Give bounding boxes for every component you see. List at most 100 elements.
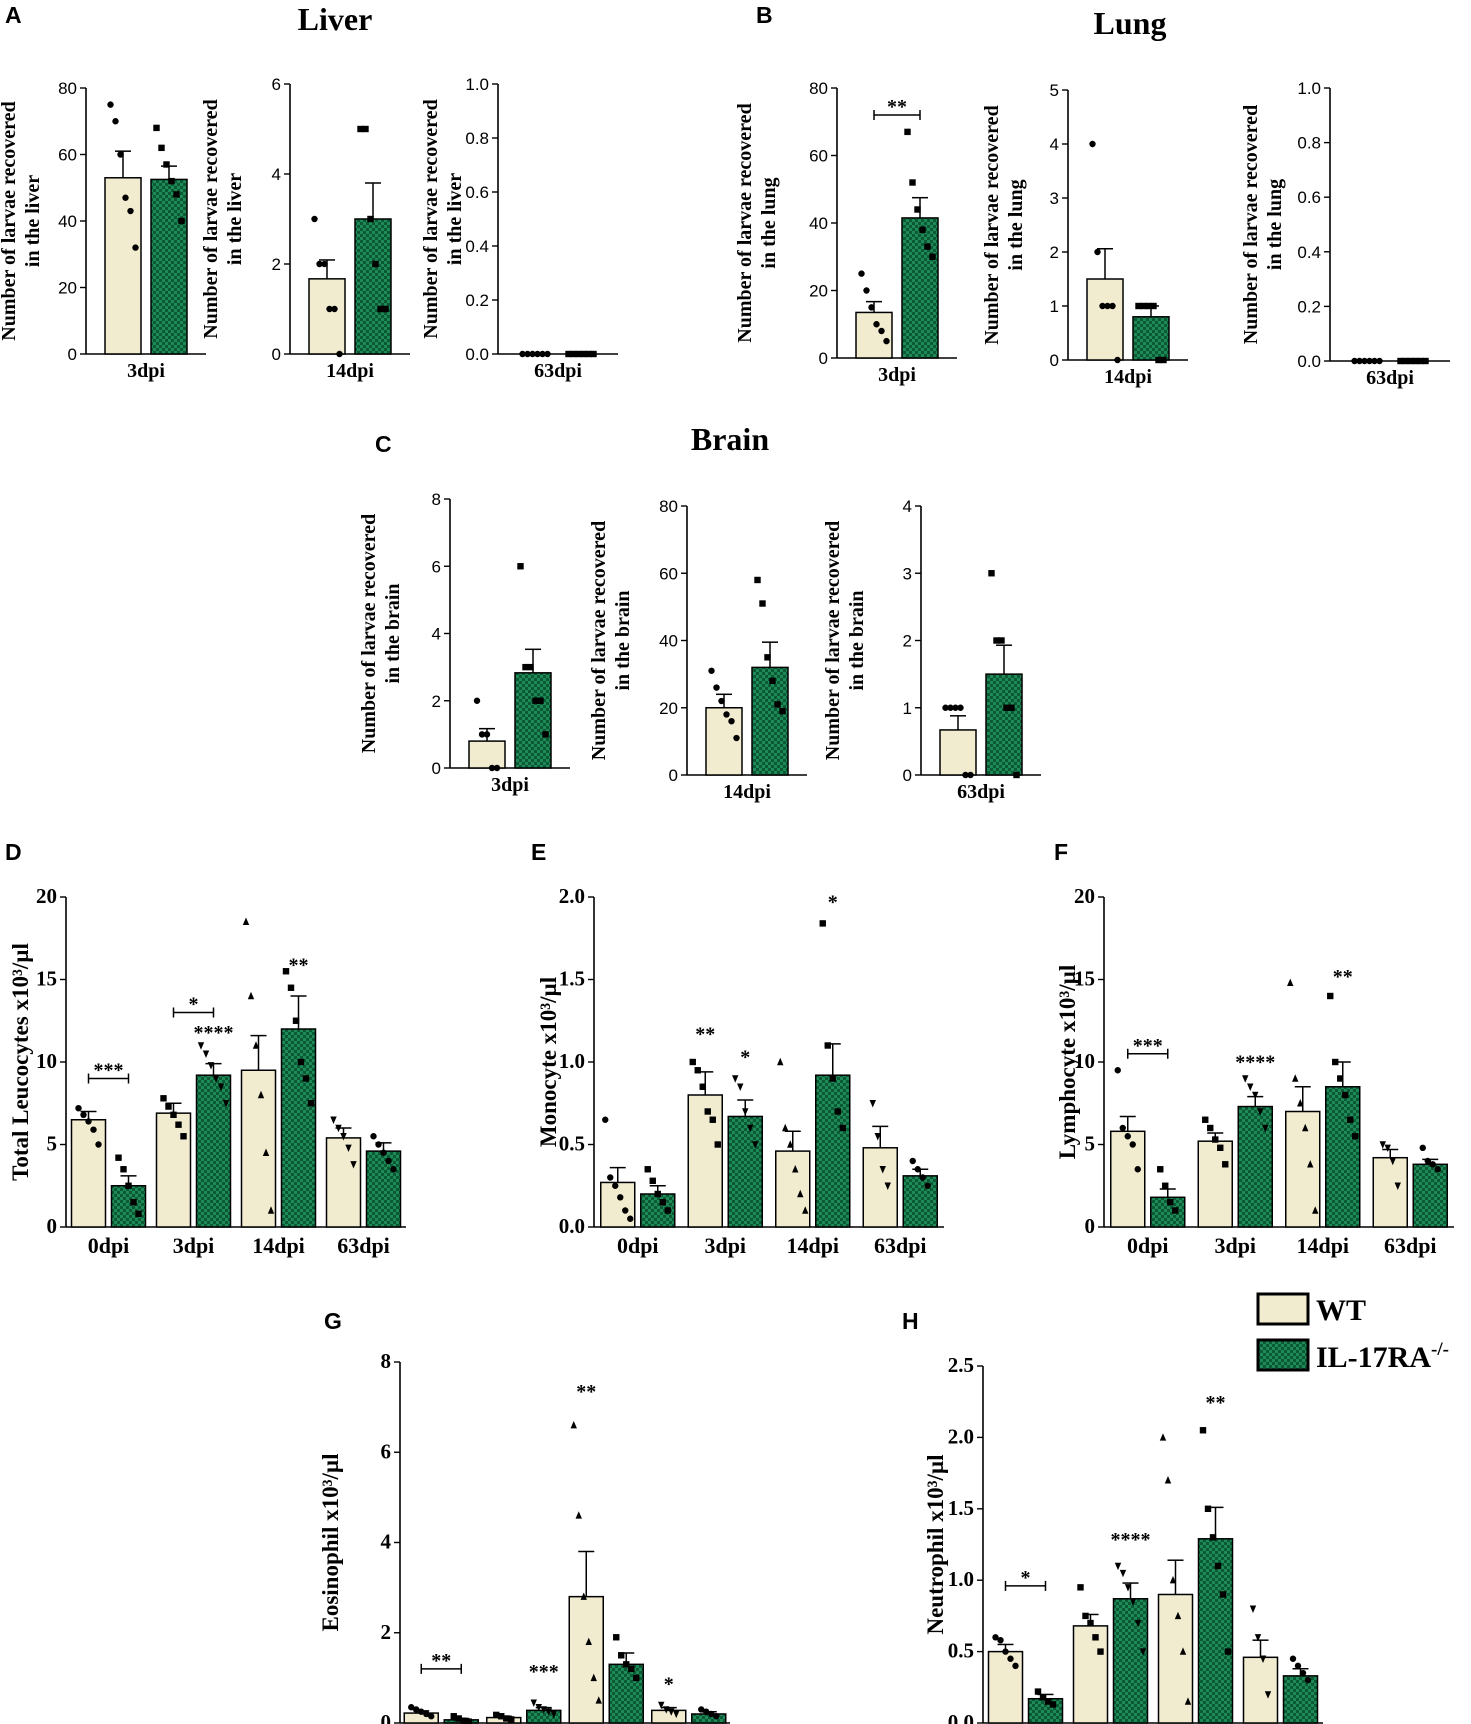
panel-e: E 0.0 0.5 1.0 1.5 2.0 Monocyte x10³/µl 0dpi 3dpi… [531,839,944,1258]
data-point [628,1665,635,1673]
data-point [493,764,501,772]
y-tick-label: 40 [58,212,77,231]
panel-d: D 0 5 10 15 20 Total Leucocytes x10³/µl 0dpi 3dp… [5,839,406,1258]
data-point [580,1592,587,1600]
data-point [742,1108,749,1116]
data-point [1169,1576,1177,1584]
data-point [380,1149,387,1156]
y-tick-label: 0 [669,766,678,785]
data-point [618,1652,625,1659]
y-tick-label: 2 [1050,243,1059,262]
data-point [839,1124,846,1132]
data-point [1289,1655,1297,1662]
data-point [542,731,549,738]
data-point [292,1017,300,1024]
data-point [1160,356,1167,364]
data-point [357,125,364,133]
x-category-label: 14dpi [723,781,771,803]
data-point [1224,1648,1232,1655]
legend-label-ko-text: IL-17RA [1316,1341,1431,1374]
y-tick-label: 0 [432,759,441,778]
data-point [413,1706,420,1713]
data-point [883,337,890,345]
sig-label: ** [1333,966,1353,988]
bar-ko [1197,1538,1234,1724]
data-point [909,1157,916,1165]
data-point [570,1420,577,1429]
data-point [170,1111,177,1118]
data-point [122,194,129,201]
panel-a2: 0 2 4 6 Number of larvae recovered in the liv… [200,75,410,382]
data-point [326,305,333,313]
data-point [207,1062,215,1070]
data-point [550,1710,557,1719]
bar-ko [1412,1163,1448,1228]
data-point [914,1166,921,1173]
y-axis-label: in the lung [1264,179,1286,270]
y-tick-label: 8 [432,490,441,509]
sig-label: ** [431,1650,451,1672]
panel-label-e: E [531,839,546,865]
data-point [607,1174,614,1181]
bar-wt [862,1147,898,1228]
y-axis-label: Number of larvae recovered [358,514,380,753]
y-axis-label: Monocyte x10³/µl [536,977,561,1147]
data-point [575,1511,582,1519]
data-point [529,350,536,358]
x-category-label: 63dpi [1384,1233,1437,1258]
sig-label: *** [1133,1035,1163,1057]
data-point [1129,1598,1137,1606]
data-point [75,1105,82,1112]
y-tick-label: 0.0 [948,1710,974,1724]
sig-label: * [189,994,199,1016]
data-point [824,1042,831,1049]
data-point [519,350,526,358]
y-axis-label: in the lung [758,177,780,268]
data-point [947,704,954,711]
data-point [135,1210,142,1217]
y-tick-label: 8 [381,1349,392,1373]
data-point [330,1116,337,1124]
data-point [708,1710,715,1718]
bar-wt [651,1709,687,1724]
data-point [1417,357,1424,365]
legend-label-ko-sup: -/- [1431,1339,1449,1360]
data-point [1184,1697,1192,1705]
data-point [585,1637,592,1645]
data-point [1332,1058,1339,1066]
data-point [924,243,931,250]
data-point [350,1161,357,1169]
data-point [180,1133,187,1140]
data-point [993,637,1000,644]
data-point [754,576,761,584]
y-tick-label: 0.6 [465,183,489,202]
data-point [1434,1166,1441,1173]
data-point [1002,1648,1009,1655]
sig-label: ** [289,954,309,976]
sig-label: ** [695,1024,715,1046]
data-point [1217,1144,1224,1151]
legend-swatch-wt [1256,1292,1310,1326]
data-point [704,1108,711,1115]
data-point [117,151,124,158]
data-point [158,144,165,152]
y-tick-label: 0 [47,1214,58,1238]
data-point [455,1715,462,1722]
data-point [904,128,911,136]
bar-wt [987,1650,1024,1724]
data-point [375,1141,382,1148]
data-point [997,1636,1004,1644]
data-point [539,350,546,358]
data-point [879,1166,886,1174]
data-point [1134,1619,1142,1628]
data-point [423,1710,430,1718]
data-point [534,350,541,358]
panel-b1: B 0 20 40 60 80 Number of larvae recovered in t… [734,2,957,386]
data-point [537,697,544,704]
y-tick-label: 0.6 [1297,188,1321,207]
y-tick-label: 5 [1050,81,1059,100]
data-point [1145,302,1152,310]
data-point [1049,1701,1057,1708]
data-point [787,1140,794,1148]
data-point [222,1100,230,1108]
